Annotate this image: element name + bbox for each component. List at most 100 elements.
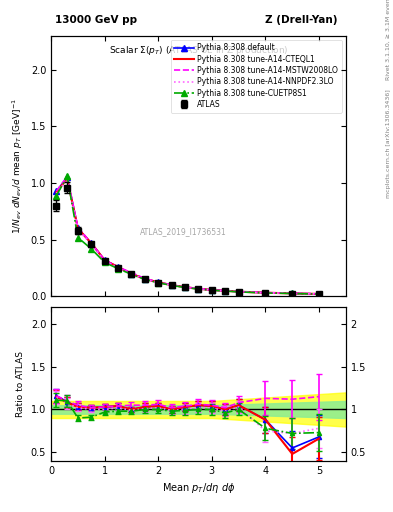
Pythia 8.308 tune-CUETP8S1 (65, 173, 70, 179)
Line: Pythia 8.308 tune-A14-MSTW2008LO: Pythia 8.308 tune-A14-MSTW2008LO (57, 176, 319, 294)
Text: ATLAS_2019_I1736531: ATLAS_2019_I1736531 (140, 227, 227, 236)
Text: Rivet 3.1.10, ≥ 3.1M events: Rivet 3.1.10, ≥ 3.1M events (386, 0, 391, 79)
Pythia 8.308 tune-CUETP8S1 (156, 280, 161, 286)
Pythia 8.308 default (116, 264, 120, 270)
Pythia 8.308 tune-A14-CTEQL1 (317, 291, 321, 297)
Pythia 8.308 default (143, 276, 147, 282)
Pythia 8.308 tune-CUETP8S1 (196, 286, 201, 292)
Pythia 8.308 tune-A14-CTEQL1 (196, 286, 201, 292)
Pythia 8.308 tune-A14-MSTW2008LO (102, 257, 107, 263)
Pythia 8.308 tune-A14-CTEQL1 (183, 284, 187, 290)
Pythia 8.308 tune-CUETP8S1 (143, 276, 147, 283)
Pythia 8.308 tune-A14-MSTW2008LO (89, 240, 94, 246)
Pythia 8.308 default (129, 271, 134, 277)
Pythia 8.308 tune-A14-MSTW2008LO (263, 289, 268, 295)
Pythia 8.308 tune-A14-MSTW2008LO (116, 264, 120, 270)
Pythia 8.308 default (196, 286, 201, 292)
Pythia 8.308 tune-A14-CTEQL1 (209, 287, 214, 293)
Pythia 8.308 tune-A14-CTEQL1 (102, 257, 107, 263)
Line: Pythia 8.308 default: Pythia 8.308 default (54, 175, 322, 297)
Pythia 8.308 default (290, 290, 295, 296)
Pythia 8.308 tune-A14-CTEQL1 (236, 289, 241, 295)
Pythia 8.308 tune-CUETP8S1 (102, 260, 107, 266)
Text: Z (Drell-Yan): Z (Drell-Yan) (266, 15, 338, 25)
Pythia 8.308 tune-A14-NNPDF2.3LO (116, 265, 120, 271)
Pythia 8.308 tune-A14-NNPDF2.3LO (89, 241, 94, 247)
Pythia 8.308 default (65, 175, 70, 181)
Pythia 8.308 tune-A14-NNPDF2.3LO (102, 258, 107, 264)
Pythia 8.308 tune-A14-CTEQL1 (263, 290, 268, 296)
Pythia 8.308 tune-A14-CTEQL1 (89, 240, 94, 246)
Pythia 8.308 tune-A14-MSTW2008LO (290, 290, 295, 296)
Pythia 8.308 default (183, 284, 187, 290)
Pythia 8.308 tune-A14-CTEQL1 (156, 279, 161, 285)
Text: Scalar $\Sigma(p_T)$ (ATLAS UE in Z production): Scalar $\Sigma(p_T)$ (ATLAS UE in Z prod… (109, 44, 288, 57)
Pythia 8.308 tune-A14-MSTW2008LO (183, 284, 187, 290)
Pythia 8.308 tune-A14-NNPDF2.3LO (290, 290, 295, 296)
Pythia 8.308 tune-CUETP8S1 (129, 271, 134, 278)
Pythia 8.308 tune-A14-CTEQL1 (65, 176, 70, 182)
Pythia 8.308 default (223, 288, 228, 294)
Pythia 8.308 default (317, 291, 321, 297)
Pythia 8.308 tune-CUETP8S1 (290, 290, 295, 296)
Text: mcplots.cern.ch [arXiv:1306.3436]: mcplots.cern.ch [arXiv:1306.3436] (386, 89, 391, 198)
Pythia 8.308 default (54, 188, 59, 194)
Line: Pythia 8.308 tune-CUETP8S1: Pythia 8.308 tune-CUETP8S1 (54, 174, 322, 297)
Pythia 8.308 tune-A14-NNPDF2.3LO (156, 280, 161, 286)
Pythia 8.308 default (89, 240, 94, 246)
Pythia 8.308 default (156, 279, 161, 285)
Pythia 8.308 default (75, 225, 80, 231)
Legend: Pythia 8.308 default, Pythia 8.308 tune-A14-CTEQL1, Pythia 8.308 tune-A14-MSTW20: Pythia 8.308 default, Pythia 8.308 tune-… (171, 39, 342, 113)
Pythia 8.308 tune-A14-NNPDF2.3LO (317, 291, 321, 297)
Pythia 8.308 tune-A14-NNPDF2.3LO (169, 282, 174, 288)
Y-axis label: Ratio to ATLAS: Ratio to ATLAS (16, 351, 25, 417)
Pythia 8.308 tune-A14-MSTW2008LO (129, 270, 134, 276)
Pythia 8.308 tune-CUETP8S1 (223, 288, 228, 294)
Pythia 8.308 tune-A14-CTEQL1 (129, 271, 134, 277)
Pythia 8.308 tune-CUETP8S1 (209, 287, 214, 293)
Y-axis label: $1/N_{ev}\ dN_{ev}/d$ mean $p_T\ [\mathrm{GeV}]^{-1}$: $1/N_{ev}\ dN_{ev}/d$ mean $p_T\ [\mathr… (11, 98, 25, 234)
Pythia 8.308 tune-CUETP8S1 (183, 285, 187, 291)
Pythia 8.308 tune-A14-CTEQL1 (116, 264, 120, 270)
Pythia 8.308 tune-A14-NNPDF2.3LO (236, 289, 241, 295)
Line: Pythia 8.308 tune-A14-NNPDF2.3LO: Pythia 8.308 tune-A14-NNPDF2.3LO (57, 180, 319, 294)
Pythia 8.308 tune-CUETP8S1 (169, 282, 174, 288)
Pythia 8.308 tune-A14-NNPDF2.3LO (223, 288, 228, 294)
Pythia 8.308 default (263, 290, 268, 296)
Pythia 8.308 tune-A14-MSTW2008LO (317, 291, 321, 297)
Pythia 8.308 tune-A14-NNPDF2.3LO (65, 177, 70, 183)
Pythia 8.308 tune-A14-MSTW2008LO (75, 224, 80, 230)
Pythia 8.308 tune-A14-MSTW2008LO (169, 282, 174, 288)
Pythia 8.308 tune-CUETP8S1 (89, 246, 94, 252)
Pythia 8.308 default (236, 289, 241, 295)
X-axis label: Mean $p_T/d\eta\ d\phi$: Mean $p_T/d\eta\ d\phi$ (162, 481, 235, 495)
Line: Pythia 8.308 tune-A14-CTEQL1: Pythia 8.308 tune-A14-CTEQL1 (57, 179, 319, 294)
Pythia 8.308 tune-CUETP8S1 (236, 289, 241, 295)
Pythia 8.308 tune-A14-MSTW2008LO (54, 188, 59, 194)
Pythia 8.308 tune-A14-MSTW2008LO (196, 286, 201, 292)
Pythia 8.308 tune-A14-NNPDF2.3LO (143, 276, 147, 282)
Pythia 8.308 tune-A14-CTEQL1 (75, 225, 80, 231)
Pythia 8.308 tune-A14-NNPDF2.3LO (209, 287, 214, 293)
Pythia 8.308 tune-A14-MSTW2008LO (236, 288, 241, 294)
Pythia 8.308 tune-CUETP8S1 (317, 291, 321, 297)
Pythia 8.308 tune-A14-NNPDF2.3LO (196, 286, 201, 292)
Pythia 8.308 tune-A14-CTEQL1 (143, 276, 147, 282)
Pythia 8.308 tune-A14-MSTW2008LO (65, 173, 70, 179)
Pythia 8.308 tune-CUETP8S1 (263, 290, 268, 296)
Pythia 8.308 tune-A14-NNPDF2.3LO (183, 284, 187, 290)
Pythia 8.308 tune-A14-MSTW2008LO (143, 275, 147, 282)
Pythia 8.308 default (102, 257, 107, 263)
Text: 13000 GeV pp: 13000 GeV pp (55, 15, 137, 25)
Pythia 8.308 tune-A14-NNPDF2.3LO (263, 290, 268, 296)
Pythia 8.308 tune-A14-CTEQL1 (54, 189, 59, 195)
Pythia 8.308 tune-A14-CTEQL1 (290, 290, 295, 296)
Pythia 8.308 tune-A14-NNPDF2.3LO (129, 271, 134, 277)
Pythia 8.308 tune-CUETP8S1 (116, 266, 120, 272)
Pythia 8.308 tune-A14-NNPDF2.3LO (54, 190, 59, 197)
Pythia 8.308 default (169, 282, 174, 288)
Pythia 8.308 tune-A14-MSTW2008LO (209, 287, 214, 293)
Pythia 8.308 tune-A14-NNPDF2.3LO (75, 226, 80, 232)
Pythia 8.308 tune-CUETP8S1 (54, 193, 59, 199)
Pythia 8.308 default (209, 287, 214, 293)
